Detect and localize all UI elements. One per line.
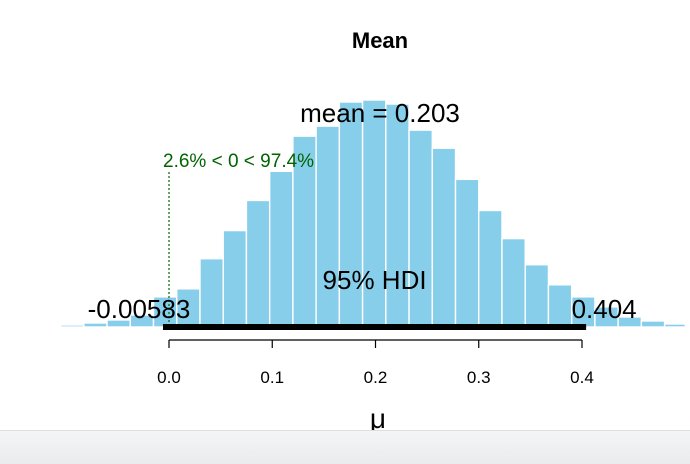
x-tick-label-1: 0.1 [260, 368, 284, 387]
x-tick-label-4: 0.4 [570, 368, 594, 387]
histogram-bar-7 [199, 257, 224, 328]
hdi-label: 95% HDI [323, 265, 427, 295]
x-tick-label-2: 0.2 [364, 368, 388, 387]
mean-label: mean = 0.203 [300, 98, 460, 128]
histogram-bar-27 [663, 323, 686, 328]
histogram-bar-21 [524, 264, 550, 328]
hdi-high-label: 0.404 [572, 294, 637, 324]
posterior-histogram-chart: Mean 2.6% < 0 < 97.4% mean = 0.203 95% H… [36, 28, 686, 430]
histogram-bar-19 [478, 209, 503, 328]
x-tick-label-3: 0.3 [467, 368, 491, 387]
histogram-bar-20 [501, 237, 526, 328]
x-axis-label: μ [370, 403, 386, 430]
window-bottom-bar [0, 430, 690, 464]
hdi-low-label: -0.00583 [88, 294, 191, 324]
histogram-bar-12 [315, 125, 341, 328]
histogram-bar-22 [547, 284, 573, 328]
chart-title: Mean [352, 28, 408, 53]
histogram-bar-16 [408, 129, 433, 328]
hdi-annotation: 95% HDI -0.00583 0.404 [88, 265, 637, 330]
histogram-bar-17 [431, 147, 457, 328]
x-axis: 0.0 0.1 0.2 0.3 0.4 [157, 339, 594, 387]
histogram-bar-9 [245, 199, 271, 328]
histogram-bars [36, 99, 686, 328]
comparison-percent-label: 2.6% < 0 < 97.4% [163, 151, 314, 172]
histogram-bar-18 [454, 178, 480, 328]
histogram-bar-0 [36, 325, 62, 328]
x-tick-label-0: 0.0 [157, 368, 181, 387]
histogram-bar-10 [268, 170, 294, 328]
histogram-bar-8 [222, 229, 248, 328]
histogram-bar-26 [640, 320, 666, 328]
histogram-bar-1 [59, 324, 85, 328]
comparison-marker: 2.6% < 0 < 97.4% [163, 151, 314, 327]
